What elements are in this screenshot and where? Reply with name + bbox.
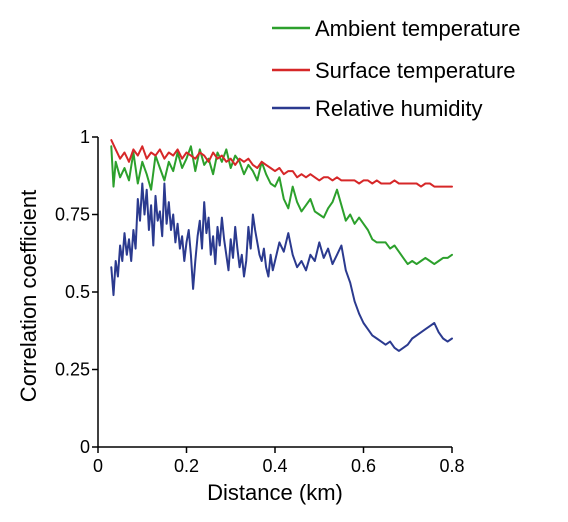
legend-label: Surface temperature (315, 58, 516, 83)
legend: Ambient temperature Surface temperature Re… (272, 16, 520, 121)
legend-label: Ambient temperature (315, 16, 520, 41)
legend-item-surface-temperature: Surface temperature (272, 58, 516, 83)
series-line-ambient-temperature (110, 145, 453, 266)
x-tick-label: 0.4 (262, 456, 287, 476)
legend-item-ambient-temperature: Ambient temperature (272, 16, 520, 41)
x-tick-label: 0 (93, 456, 103, 476)
series-line-surface-temperature (110, 139, 453, 188)
x-tick-label: 0.2 (174, 456, 199, 476)
y-axis-ticks: 0 0.25 0.5 0.75 1 (55, 127, 98, 457)
y-axis-title: Correlation coefficient (16, 190, 41, 402)
x-tick-label: 0.6 (351, 456, 376, 476)
x-axis-ticks: 0 0.2 0.4 0.6 0.8 (93, 447, 465, 476)
y-tick-label: 0.25 (55, 360, 90, 380)
series-layer (110, 139, 453, 352)
legend-item-relative-humidity: Relative humidity (272, 96, 483, 121)
x-tick-label: 0.8 (439, 456, 464, 476)
series-line-relative-humidity (110, 182, 453, 352)
y-tick-label: 0.75 (55, 205, 90, 225)
legend-label: Relative humidity (315, 96, 483, 121)
x-axis-title: Distance (km) (207, 480, 343, 505)
y-tick-label: 1 (80, 127, 90, 147)
y-tick-label: 0 (80, 437, 90, 457)
y-tick-label: 0.5 (65, 282, 90, 302)
